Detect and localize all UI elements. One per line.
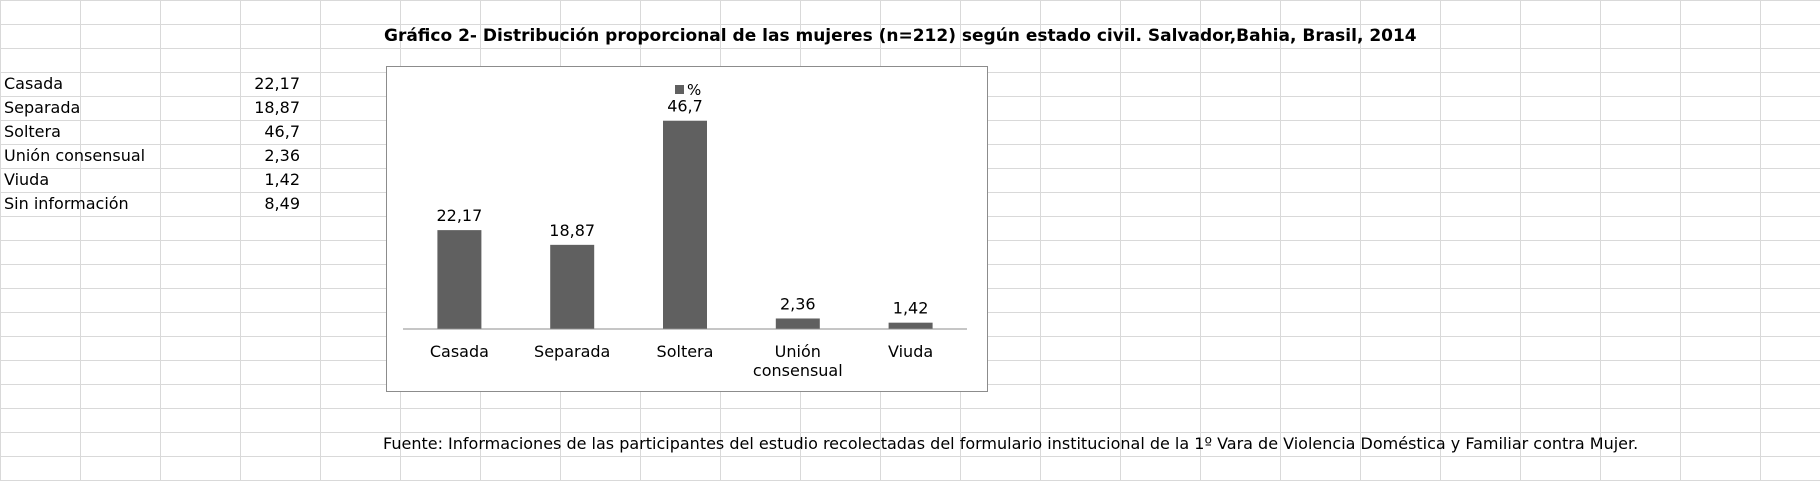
bar-1[interactable] xyxy=(550,244,595,329)
cell-label: Soltera xyxy=(4,122,61,141)
cell-value: 22,17 xyxy=(254,74,300,93)
data-label: 18,87 xyxy=(549,221,595,240)
cell-label: Sin información xyxy=(4,194,129,213)
legend-swatch xyxy=(675,85,684,94)
cell-value: 8,49 xyxy=(264,194,300,213)
data-label: 22,17 xyxy=(436,206,482,225)
bar-chart: % 22,17 Casada 18,87 Separada 46,7 Soltera 2,36… xyxy=(403,81,967,380)
table-row[interactable]: Casada 22,17 xyxy=(0,72,300,96)
bar-0[interactable] xyxy=(437,230,482,329)
table-row[interactable]: Viuda 1,42 xyxy=(0,168,300,192)
legend-label: % xyxy=(687,81,701,99)
cell-value: 2,36 xyxy=(264,146,300,165)
data-label: 1,42 xyxy=(893,299,929,318)
data-label: 46,7 xyxy=(667,97,703,116)
chart-title: Gráfico 2- Distribución proporcional de … xyxy=(384,26,1417,46)
table-row[interactable]: Sin información 8,49 xyxy=(0,192,300,216)
cell-label: Viuda xyxy=(4,170,50,189)
cell-value: 1,42 xyxy=(264,170,300,189)
table-row[interactable]: Unión consensual 2,36 xyxy=(0,144,300,168)
chart-area[interactable]: % 22,17 Casada 18,87 Separada 46,7 Soltera 2,36… xyxy=(386,66,988,392)
category-label: Viuda xyxy=(888,342,933,361)
table-row[interactable]: Separada 18,87 xyxy=(0,96,300,120)
source-note: Fuente: Informaciones de las participant… xyxy=(383,434,1639,453)
cell-label: Casada xyxy=(4,74,64,93)
cell-value: 46,7 xyxy=(264,122,300,141)
category-label: Soltera xyxy=(657,342,714,361)
category-label: Separada xyxy=(534,342,610,361)
category-label: consensual xyxy=(753,361,843,380)
table-row[interactable]: Soltera 46,7 xyxy=(0,120,300,144)
data-label: 2,36 xyxy=(780,294,816,313)
bar-3[interactable] xyxy=(775,318,820,329)
bar-2[interactable] xyxy=(663,120,707,329)
cell-label: Unión consensual xyxy=(4,146,146,165)
cell-label: Separada xyxy=(4,98,81,117)
bar-4[interactable] xyxy=(888,322,933,329)
category-label: Casada xyxy=(430,342,489,361)
category-label: Unión xyxy=(775,342,821,361)
cell-value: 18,87 xyxy=(254,98,300,117)
